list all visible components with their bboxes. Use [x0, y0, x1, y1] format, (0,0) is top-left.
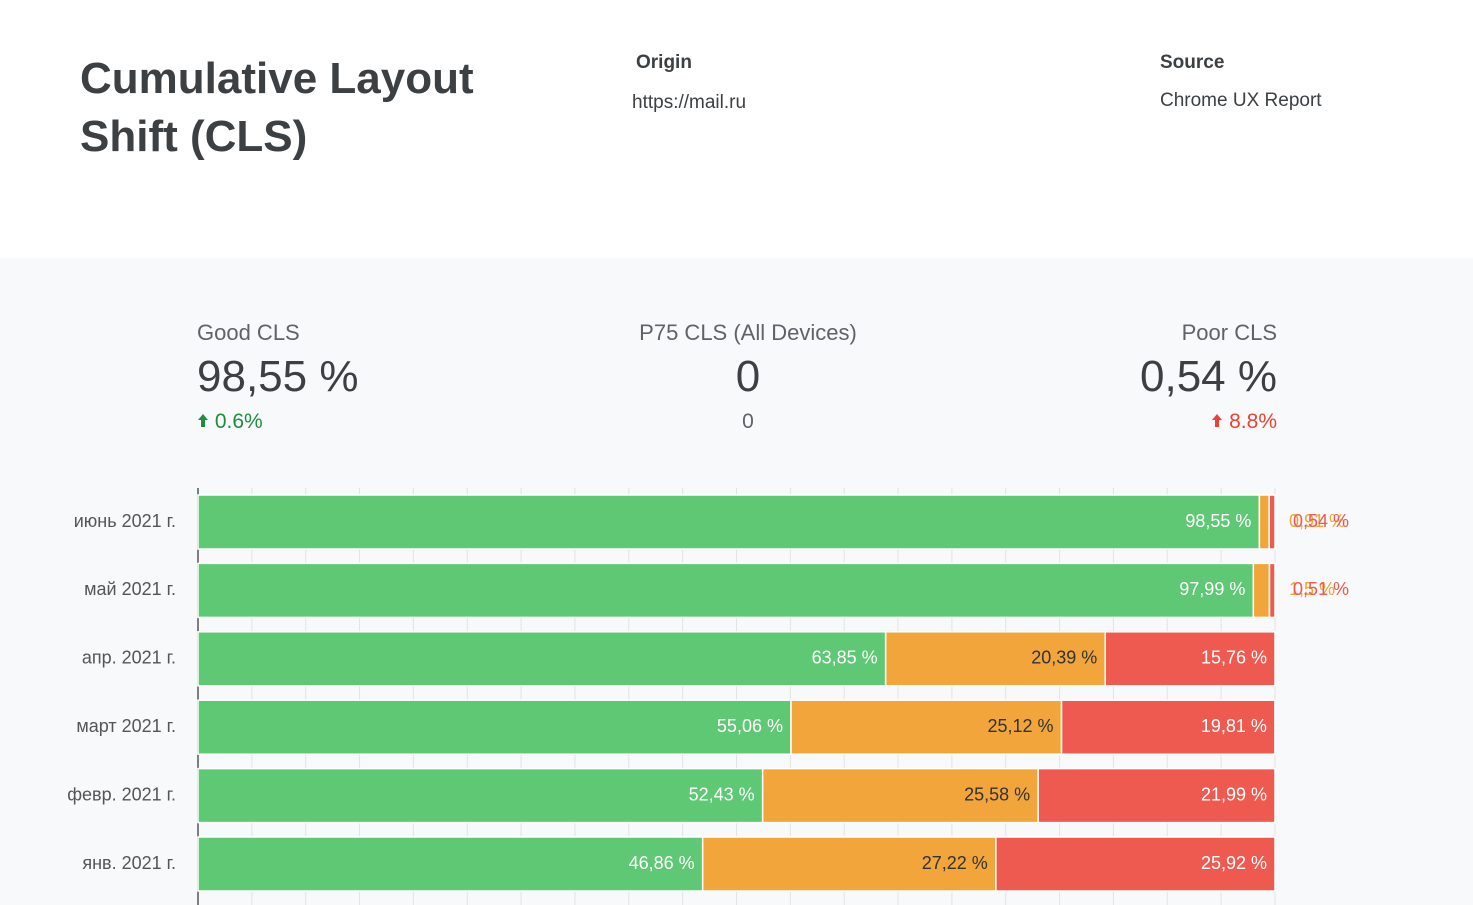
kpi-good: Good CLS 98,55 % 0.6%: [197, 320, 557, 434]
y-tick-label: апр. 2021 г.: [82, 648, 176, 668]
y-tick-label: февр. 2021 г.: [67, 784, 176, 804]
chart: июнь 2021 г. 98,55 % 0,91 %0,54 % май 2021 …: [67, 488, 1349, 905]
source-label: Source: [1160, 52, 1225, 73]
origin-label: Origin: [636, 52, 692, 73]
value-label: 1,5 %: [1289, 579, 1335, 599]
value-label: 25,58 %: [964, 784, 1030, 804]
bar-segment: [197, 631, 887, 687]
bar-segment: [1104, 631, 1276, 687]
value-label: 55,06 %: [717, 716, 783, 736]
value-label: 63,85 %: [812, 648, 878, 668]
value-label: 46,86 %: [629, 853, 695, 873]
y-tick-label: июнь 2021 г.: [74, 511, 176, 531]
bar-segment: [790, 699, 1063, 755]
bar-segment: [1252, 562, 1271, 619]
kpi-label: Poor CLS: [1181, 320, 1277, 345]
value-label: 52,43 %: [689, 784, 755, 804]
bar-segment: [1060, 699, 1276, 755]
change-text: 8.8%: [1229, 410, 1277, 433]
kpi-poor: Poor CLS 0,54 % 8.8%: [917, 320, 1277, 434]
bar-segment: [701, 836, 997, 892]
bar-segment: [1268, 494, 1276, 550]
change-text: 0.6%: [214, 410, 263, 433]
up-arrow: [1212, 414, 1223, 427]
kpi-label: Good CLS: [197, 320, 300, 345]
up-arrow: [198, 414, 208, 427]
value-label: 25,92 %: [1201, 853, 1267, 873]
kpi-change: 8.8%: [917, 410, 1277, 434]
kpi-label: P75 CLS (All Devices): [639, 320, 857, 345]
value-label: 97,99 %: [1179, 579, 1245, 599]
kpi-value: 0: [735, 352, 761, 401]
bar-segment: [197, 699, 792, 755]
bar-segment: [761, 767, 1039, 824]
bar-segment: [197, 562, 1255, 619]
header: Cumulative Layout Shift (CLS) Origin htt…: [0, 0, 1473, 258]
value-label: 25,12 %: [987, 716, 1053, 736]
value-label: 19,81 %: [1201, 716, 1267, 736]
value-label: 0,91 %: [1289, 511, 1345, 531]
value-label: 15,76 %: [1201, 648, 1267, 668]
kpi-change: 0.6%: [197, 410, 557, 434]
value-label: 98,55 %: [1185, 511, 1251, 531]
bar-segment: [1268, 562, 1276, 619]
y-tick-label: май 2021 г.: [84, 579, 176, 599]
source: Chrome UX Report: [1160, 90, 1322, 111]
change-text: 0: [742, 410, 754, 433]
value-label: 0,54 %: [1293, 511, 1349, 531]
value-label: 20,39 %: [1031, 648, 1097, 668]
y-tick-label: янв. 2021 г.: [82, 853, 176, 873]
y-tick-label: март 2021 г.: [76, 716, 176, 736]
origin: https://mail.ru: [632, 92, 747, 113]
bar-segment: [197, 767, 764, 824]
kpi-value: 0,54 %: [1140, 352, 1277, 401]
kpi-p75: P75 CLS (All Devices) 0 0: [568, 320, 928, 434]
value-label: 21,99 %: [1201, 784, 1267, 804]
value-label: 0,51 %: [1293, 579, 1349, 599]
kpi-change: 0: [568, 410, 928, 434]
bar-segment: [1037, 767, 1276, 824]
kpi-value: 98,55 %: [197, 352, 359, 401]
bar-segment: [197, 836, 704, 892]
bar-segment: [197, 494, 1261, 550]
value-label: 27,22 %: [922, 853, 988, 873]
bar-segment: [1258, 494, 1270, 550]
page-title: Cumulative Layout Shift (CLS): [80, 54, 474, 161]
bar-segment: [995, 836, 1276, 892]
